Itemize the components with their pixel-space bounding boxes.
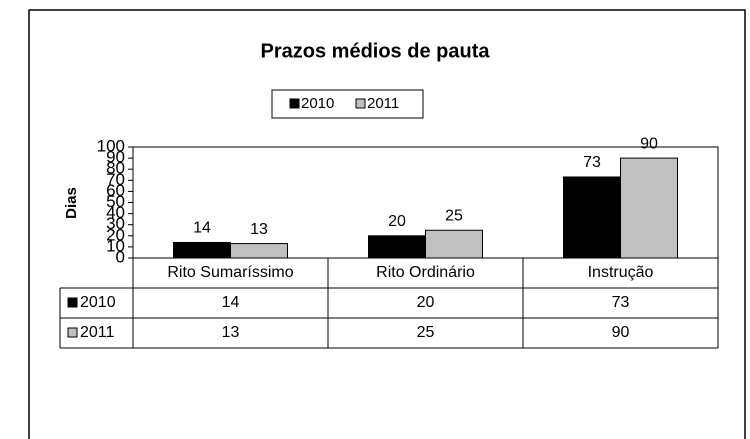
y-axis-label: Dias <box>63 187 80 219</box>
data-label: 13 <box>250 221 268 238</box>
y-tick-label: 40 <box>106 203 125 222</box>
chart-border <box>28 9 746 439</box>
y-tick-label: 30 <box>106 214 125 233</box>
bar <box>563 176 621 259</box>
table-swatch <box>67 327 78 338</box>
y-tick-label: 100 <box>97 136 125 155</box>
y-tick-label: 80 <box>106 159 125 178</box>
table-value: 90 <box>612 324 630 341</box>
y-tick-label: 70 <box>106 170 125 189</box>
table-value: 73 <box>612 294 630 311</box>
legend-label: 2010 <box>301 95 334 112</box>
table-value: 14 <box>222 294 240 311</box>
legend-swatch <box>289 98 300 109</box>
table-value: 25 <box>417 324 435 341</box>
y-tick-label: 10 <box>106 236 125 255</box>
x-tick-label: Rito Sumaríssimo <box>167 264 293 281</box>
legend-label: 2011 <box>367 95 399 112</box>
y-tick-label: 50 <box>106 192 125 211</box>
x-tick-label: Rito Ordinário <box>376 264 475 281</box>
y-tick-label: 0 <box>116 247 125 266</box>
bar <box>230 243 288 259</box>
y-tick-label: 20 <box>106 225 125 244</box>
bar <box>620 157 678 259</box>
bar <box>173 241 231 259</box>
y-tick-label: 60 <box>106 181 125 200</box>
table-series-label: 2011 <box>80 324 115 341</box>
legend-swatch <box>355 98 366 109</box>
table-value: 13 <box>222 324 240 341</box>
y-tick-label: 90 <box>106 148 125 167</box>
data-label: 20 <box>388 213 406 230</box>
table-swatch <box>67 297 78 308</box>
bar <box>425 229 483 259</box>
data-label: 90 <box>640 135 658 152</box>
data-label: 25 <box>445 207 463 224</box>
table-series-label: 2010 <box>80 294 116 311</box>
data-label: 14 <box>193 220 211 237</box>
table-value: 20 <box>417 294 435 311</box>
data-label: 73 <box>583 154 601 171</box>
bar <box>368 235 426 259</box>
x-tick-label: Instrução <box>588 264 654 281</box>
chart-title: Prazos médios de pauta <box>261 40 491 62</box>
